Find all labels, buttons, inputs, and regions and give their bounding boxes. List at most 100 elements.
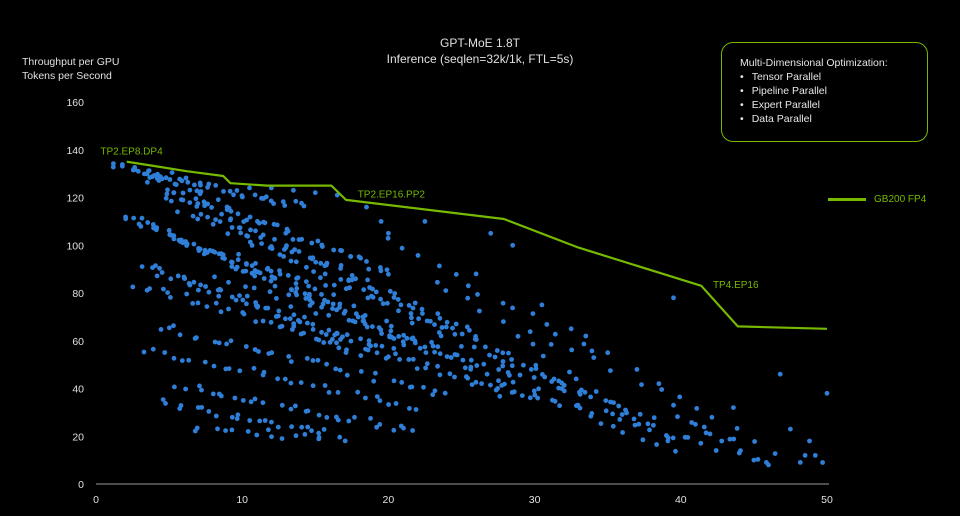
scatter-point [812,453,818,458]
scatter-point [194,204,200,209]
scatter-point [624,410,629,416]
scatter-point [229,414,235,420]
scatter-point [150,346,156,352]
scatter-point [251,365,257,371]
scatter-point [410,335,416,341]
scatter-point [428,318,433,324]
scatter-point [355,314,361,320]
scatter-point [240,398,246,403]
scatter-point [177,332,183,338]
scatter-point [212,249,218,255]
scatter-point [177,176,183,182]
scatter-point [348,254,353,259]
scatter-point [544,322,550,327]
scatter-point [159,270,165,275]
scatter-point [269,419,274,425]
scatter-point [275,424,281,430]
scatter-point [198,211,204,217]
scatter-point [341,310,347,316]
scatter-point [304,356,310,361]
scatter-point [465,283,471,289]
scatter-point [264,266,270,272]
scatter-point [241,219,247,225]
scatter-point [299,424,305,430]
scatter-point [253,300,258,305]
scatter-point [355,389,361,395]
scatter-point [393,401,399,406]
scatter-point [640,437,646,443]
optimization-item: Pipeline Parallel [740,84,927,98]
scatter-point [211,363,217,369]
scatter-point [442,390,448,396]
scatter-point [229,225,235,230]
scatter-point [223,428,229,433]
scatter-point [422,219,428,224]
scatter-point [376,325,382,330]
scatter-point [271,201,276,207]
scatter-point [198,282,204,288]
scatter-point [296,318,301,323]
scatter-point [325,299,331,305]
scatter-point [165,290,171,295]
scatter-point [248,227,253,233]
scatter-point [502,381,507,387]
scatter-point [370,324,375,329]
scatter-point [603,398,609,403]
scatter-point [161,286,166,292]
scatter-point [548,342,554,347]
scatter-point [234,264,240,270]
scatter-point [144,287,150,293]
scatter-point [331,282,337,288]
scatter-point [689,420,695,425]
legend-swatch [828,198,866,201]
scatter-point [510,305,515,311]
scatter-point [168,276,174,282]
scatter-point [671,402,676,408]
scatter-point [573,376,579,382]
scatter-point [243,284,248,290]
scatter-point [392,291,398,296]
scatter-point [123,214,128,220]
scatter-point [807,438,812,444]
scatter-point [363,395,368,401]
scatter-point [338,277,344,282]
scatter-point [473,337,479,342]
scatter-point [237,225,243,231]
scatter-point [371,378,377,384]
scatter-point [316,337,322,343]
scatter-point [670,435,676,441]
scatter-point [165,187,170,193]
scatter-point [531,375,537,380]
scatter-point [120,162,125,167]
scatter-point [443,288,449,293]
scatter-point [182,276,187,281]
scatter-point [521,362,526,368]
scatter-point [536,386,541,392]
scatter-point [344,332,350,338]
scatter-point [323,332,329,337]
scatter-point [378,219,384,224]
scatter-point [391,378,397,384]
scatter-point [231,192,236,198]
x-tick-label: 40 [675,494,687,506]
scatter-point [226,366,232,371]
scatter-point [145,179,150,185]
scatter-point [383,355,389,361]
scatter-point [226,279,231,285]
scatter-point [290,327,295,332]
scatter-point [500,350,506,356]
scatter-point [713,448,719,453]
scatter-point [217,219,223,225]
scatter-point [259,241,264,247]
scatter-point [110,164,116,170]
chart-title: GPT-MoE 1.8T [439,36,521,50]
scatter-point [474,363,480,368]
scatter-point [235,412,241,418]
scatter-point [479,381,484,386]
scatter-point [412,300,418,306]
scatter-point [495,386,500,391]
legend-label: GB200 FP4 [874,194,927,205]
scatter-point [263,305,269,311]
scatter-point [261,369,267,375]
scatter-point [172,181,178,187]
